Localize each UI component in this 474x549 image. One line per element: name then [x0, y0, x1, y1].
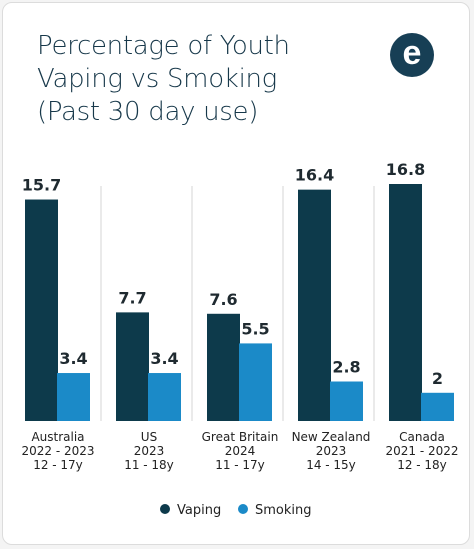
logo-letter: e [402, 34, 422, 72]
category-label: New Zealand [292, 430, 371, 444]
bar-vaping [25, 199, 58, 421]
value-label-smoking: 5.5 [241, 319, 269, 338]
bar-smoking [330, 381, 363, 421]
legend: Vaping Smoking [160, 503, 312, 518]
category-label: Canada [399, 430, 445, 444]
category-label: 12 - 17y [33, 458, 83, 472]
category-label: 2022 - 2023 [21, 444, 94, 458]
title-line-2: Vaping vs Smoking [37, 64, 277, 94]
category-label: 2023 [134, 444, 165, 458]
legend-label-smoking: Smoking [255, 503, 312, 518]
category-label: 14 - 15y [306, 458, 356, 472]
title-line-1: Percentage of Youth [37, 31, 290, 61]
value-label-vaping: 16.8 [386, 160, 425, 179]
category-label: 12 - 18y [397, 458, 447, 472]
legend-swatch-vaping [160, 504, 170, 514]
legend-swatch-smoking [238, 504, 248, 514]
value-label-vaping: 16.4 [295, 166, 334, 185]
bar-vaping [389, 184, 422, 421]
bar-vaping [298, 189, 331, 421]
value-label-smoking: 3.4 [59, 349, 87, 368]
chart-title: Percentage of Youth Vaping vs Smoking (P… [37, 30, 367, 129]
bar-smoking [148, 373, 181, 421]
category-label: Great Britain [202, 430, 279, 444]
value-labels: 15.7 3.4 7.7 3.4 7.65.5 16.4 2.8 16.8 2 [22, 160, 443, 388]
category-label: 11 - 17y [215, 458, 265, 472]
category-label: 11 - 18y [124, 458, 174, 472]
bar-smoking [421, 392, 454, 421]
value-label-smoking: 2.8 [332, 358, 360, 377]
bar-vaping [207, 313, 240, 421]
bar-vaping [116, 312, 149, 421]
group-separators [100, 186, 375, 421]
category-label: US [141, 430, 157, 444]
bar-smoking [239, 343, 272, 421]
value-label-vaping: 15.7 [22, 176, 61, 195]
category-label: 2021 - 2022 [385, 444, 458, 458]
category-label: 2023 [316, 444, 347, 458]
value-label-smoking: 3.4 [150, 349, 178, 368]
value-label-vaping: 7.6 [209, 290, 237, 309]
value-label-smoking: 2 [432, 369, 443, 388]
category-label: 2024 [225, 444, 256, 458]
value-label-vaping: 7.7 [118, 288, 146, 307]
bars [25, 184, 454, 421]
category-label: Australia [31, 430, 84, 444]
legend-label-vaping: Vaping [177, 503, 221, 518]
brand-logo: e [390, 33, 434, 77]
title-line-3: (Past 30 day use) [37, 97, 259, 127]
bar-smoking [57, 373, 90, 421]
